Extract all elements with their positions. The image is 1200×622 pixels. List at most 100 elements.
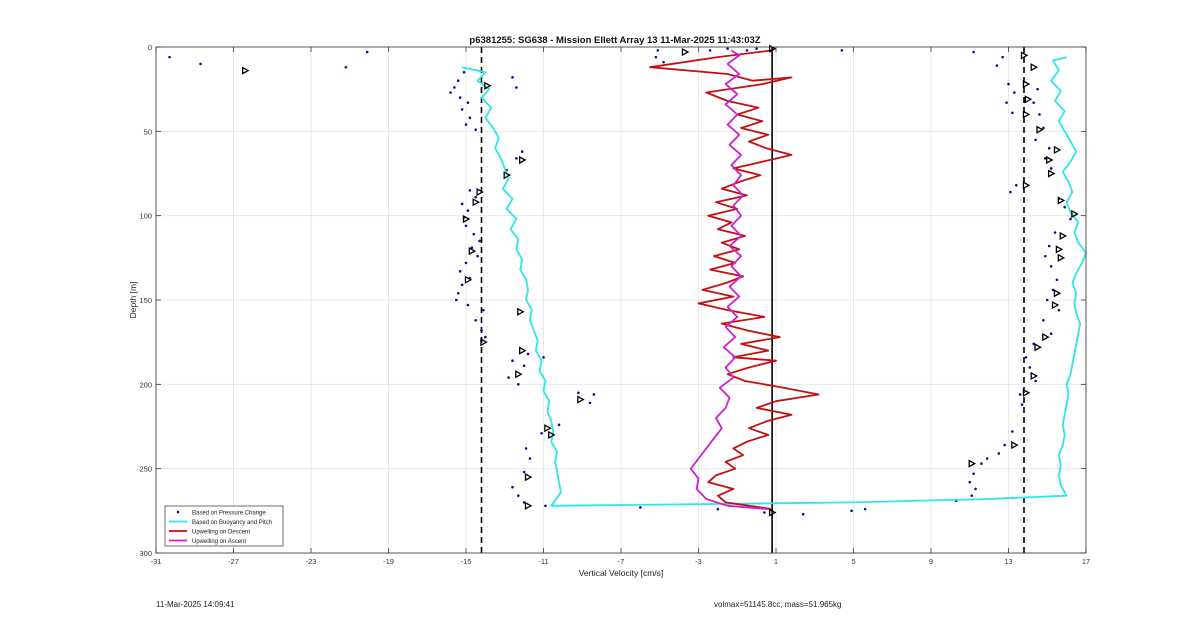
data-point [455, 298, 458, 302]
y-tick-label: 250 [139, 465, 152, 474]
data-point [970, 494, 973, 497]
data-point [1011, 430, 1014, 433]
data-point [507, 376, 510, 379]
data-point [1020, 403, 1024, 406]
legend-box [164, 505, 284, 547]
data-point [528, 457, 532, 460]
y-tick-label: 50 [144, 127, 152, 136]
data-point [1044, 157, 1047, 160]
data-point [1013, 91, 1016, 94]
x-tick-label: -11 [538, 557, 548, 566]
data-point [480, 329, 483, 332]
data-point [974, 487, 977, 491]
data-point [453, 86, 456, 89]
x-tick-label: 13 [1004, 557, 1012, 566]
y-tick-label: 300 [139, 549, 152, 558]
data-point [1049, 167, 1053, 170]
footer-vehicle-params: volmax=51145.8cc, mass=51.965kg [714, 600, 842, 609]
data-point [468, 189, 472, 192]
data-point [755, 47, 758, 50]
data-point [478, 239, 481, 243]
triangle-marker [1022, 80, 1031, 89]
data-point [1053, 231, 1057, 234]
x-tick-label: -3 [695, 557, 702, 566]
data-point [1005, 101, 1008, 104]
data-point [1063, 205, 1066, 209]
data-point [511, 76, 514, 79]
series-line [689, 49, 769, 510]
data-point [540, 431, 543, 435]
data-point [1042, 126, 1045, 130]
data-point [460, 283, 464, 287]
triangle-marker [1051, 300, 1060, 310]
data-point [484, 335, 487, 339]
data-point [474, 195, 477, 199]
data-point [456, 79, 460, 83]
x-tick-label: -19 [383, 557, 394, 566]
triangle-marker [464, 275, 473, 284]
data-point [199, 62, 202, 66]
data-point [1047, 244, 1051, 248]
data-point [466, 101, 470, 104]
data-point [449, 91, 452, 94]
data-point [476, 254, 479, 258]
axes: -31 -27 -23 -19 -15 -11 -7 -3 1 5 9 13 1705010015020… [139, 43, 1090, 566]
triangle-marker [1030, 371, 1039, 380]
data-point [468, 116, 472, 120]
series-line [461, 56, 1087, 507]
data-point [168, 55, 171, 59]
x-tick-label: -31 [151, 557, 162, 566]
data-point [474, 318, 477, 322]
data-point [592, 393, 596, 396]
y-tick-label: 0 [148, 43, 152, 52]
data-point [708, 49, 712, 52]
data-point [1032, 101, 1035, 104]
triangle-marker [480, 338, 488, 347]
legend: Based on Pressure Change Based on Buoyanc… [164, 505, 284, 547]
triangle-marker [468, 246, 477, 256]
data-point [1045, 298, 1049, 302]
data-point [1024, 356, 1028, 359]
x-tick-label: -23 [306, 557, 317, 566]
triangle-marker [548, 430, 556, 440]
data-point [542, 356, 545, 359]
data-point [464, 261, 468, 265]
data-point [968, 480, 972, 484]
data-point [1034, 379, 1037, 383]
data-point [1069, 217, 1072, 221]
data-point [997, 452, 1001, 455]
data-point [656, 49, 660, 52]
data-point [466, 209, 470, 212]
data-point [511, 359, 514, 363]
data-point [1034, 138, 1037, 142]
data-point [460, 108, 464, 111]
triangle-marker [1055, 245, 1064, 254]
data-point [1018, 393, 1022, 396]
data-point [985, 457, 989, 460]
triangle-marker [472, 198, 481, 207]
data-point [972, 472, 975, 476]
data-point [522, 501, 526, 504]
x-tick-label: 17 [1082, 557, 1090, 566]
data-point [1049, 332, 1053, 336]
data-series [168, 44, 1087, 517]
series-line [649, 49, 820, 510]
data-point [462, 71, 466, 74]
data-point [763, 511, 766, 514]
data-point [588, 401, 592, 405]
legend-swatch-point [176, 510, 180, 514]
data-point [1007, 82, 1010, 86]
data-point [1028, 366, 1032, 369]
triangle-marker [681, 47, 690, 57]
x-axis-label: Vertical Velocity [cm/s] [579, 568, 664, 578]
data-point [726, 47, 729, 50]
data-point [472, 232, 476, 236]
data-point [511, 485, 514, 489]
data-point [1044, 254, 1047, 258]
data-point [520, 150, 524, 153]
triangle-marker [476, 187, 484, 197]
triangle-marker [1057, 196, 1066, 205]
data-point [716, 507, 720, 511]
y-tick-label: 100 [139, 212, 152, 221]
triangle-marker [1024, 95, 1033, 104]
